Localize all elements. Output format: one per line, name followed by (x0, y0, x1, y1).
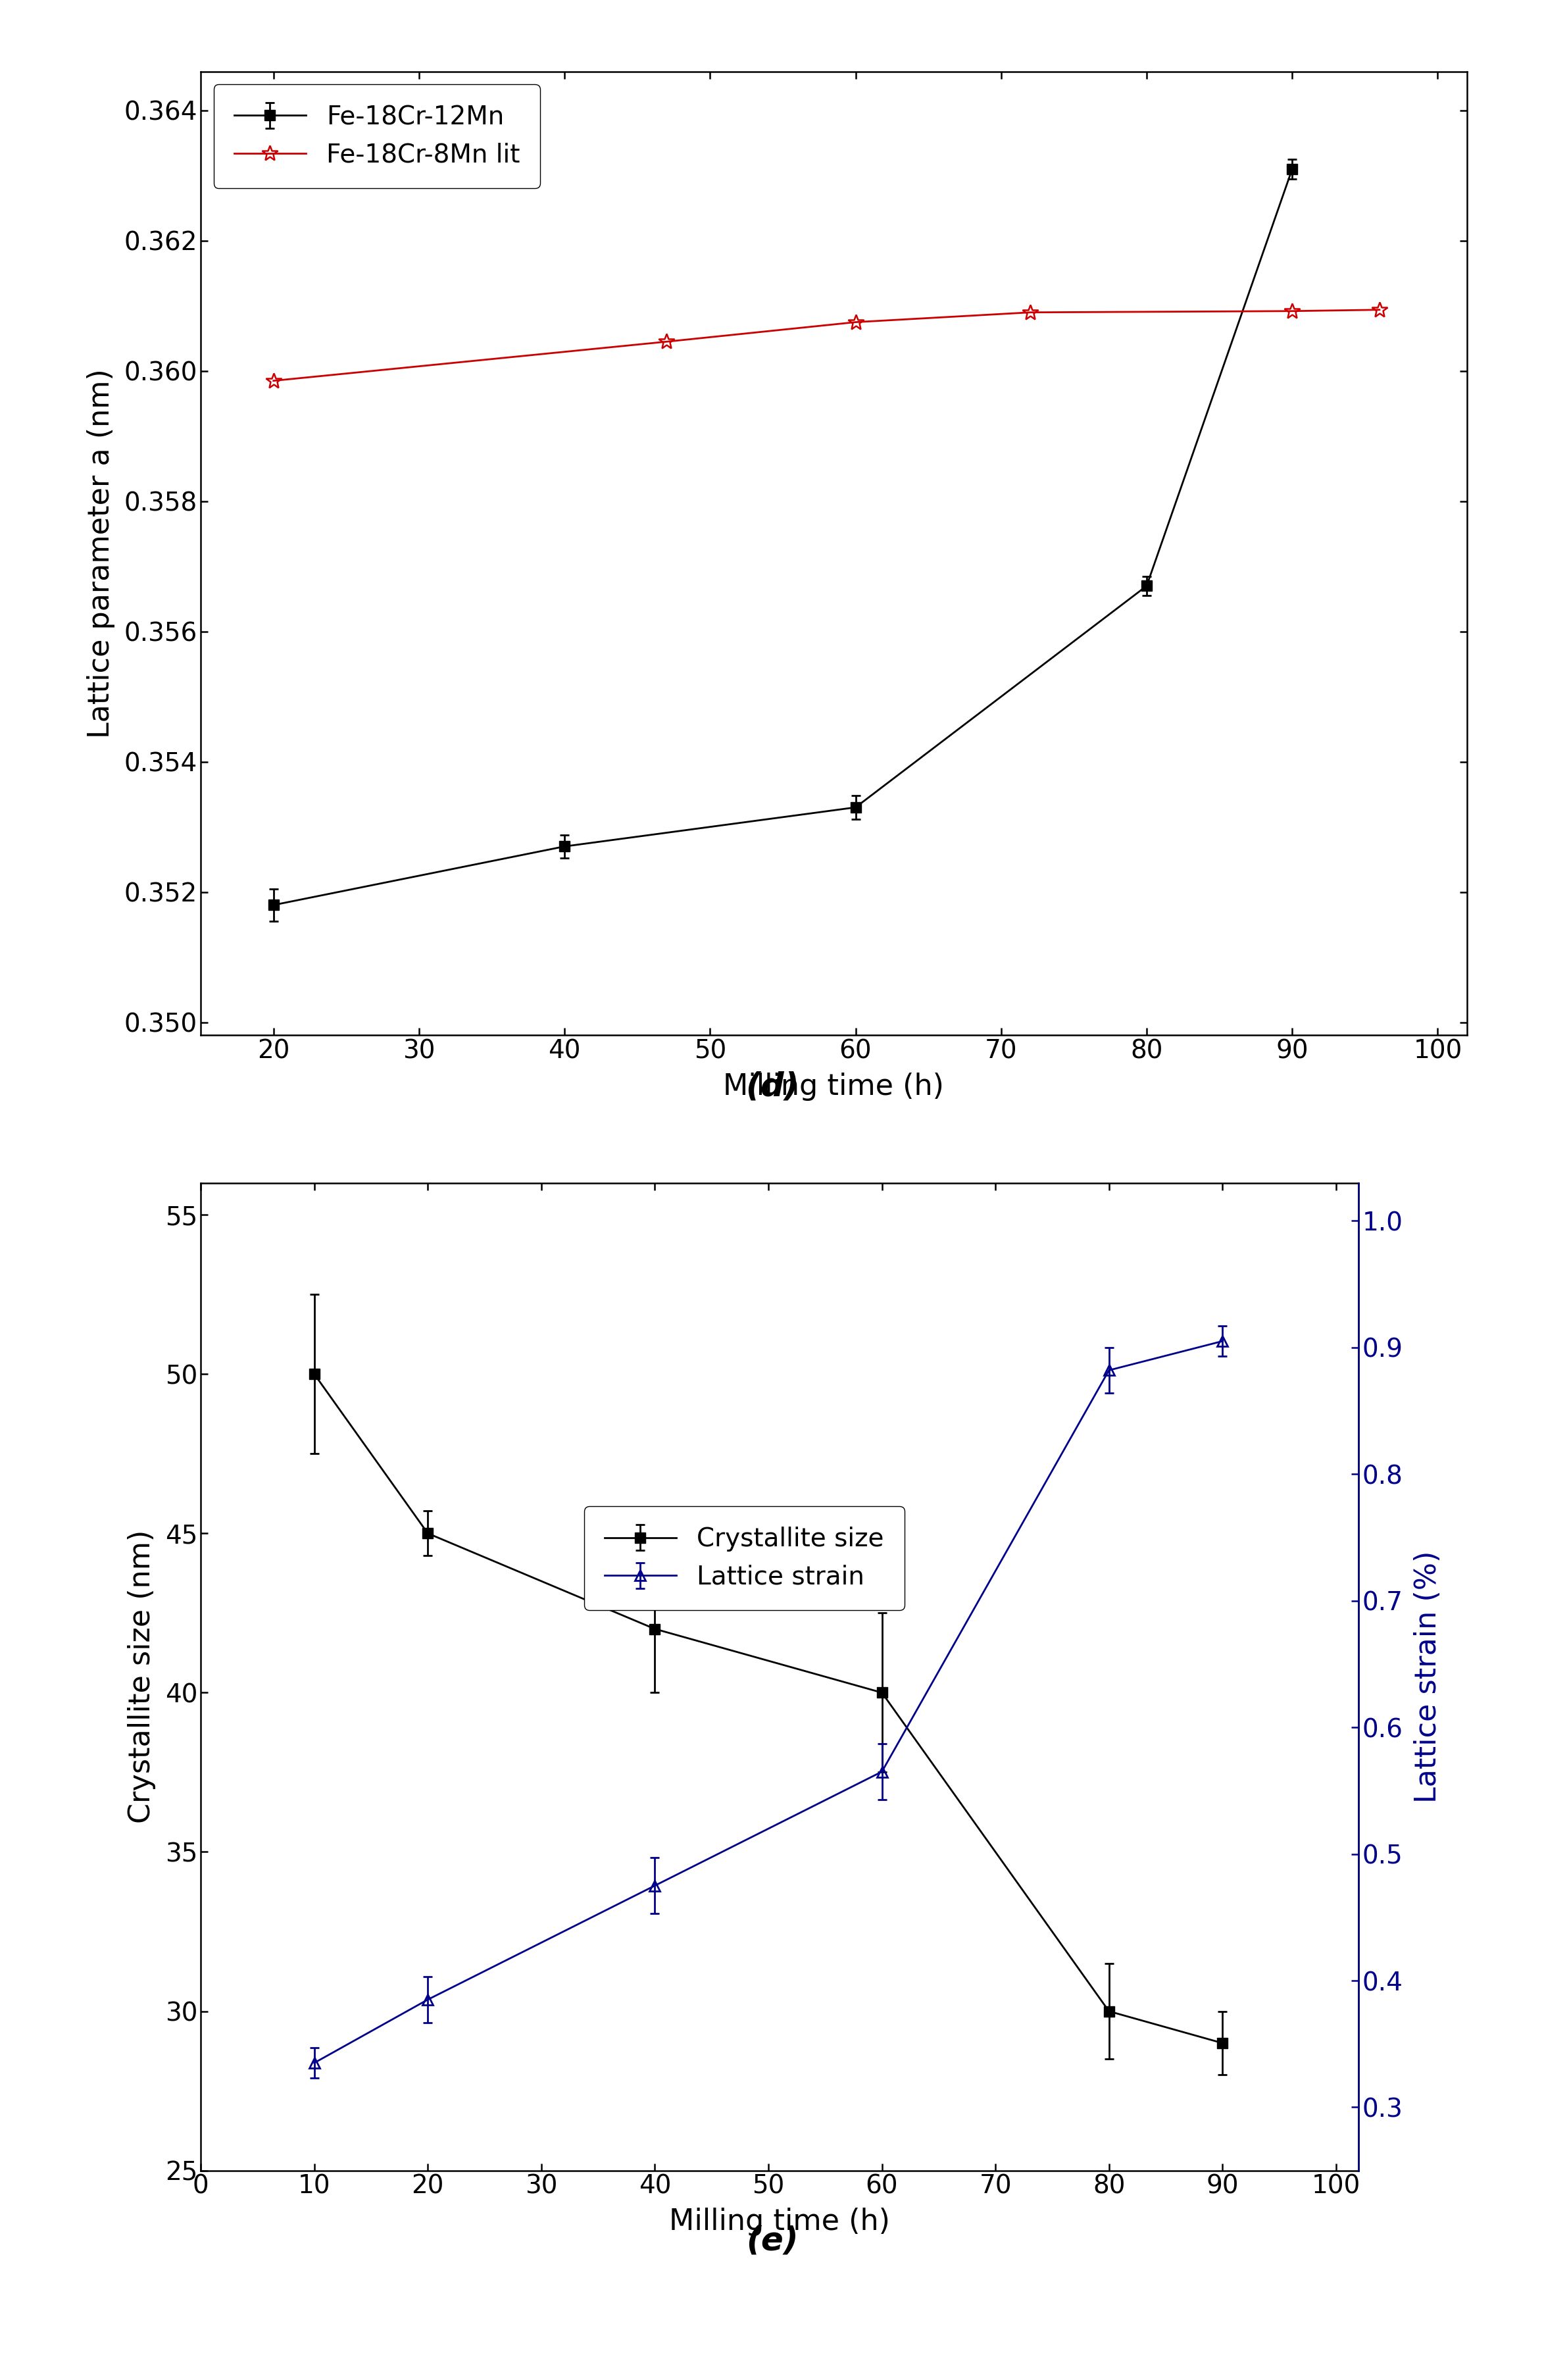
Legend: Fe-18Cr-12Mn, Fe-18Cr-8Mn lit: Fe-18Cr-12Mn, Fe-18Cr-8Mn lit (213, 83, 540, 188)
X-axis label: Milling time (h): Milling time (h) (723, 1073, 945, 1102)
Legend: Crystallite size, Lattice strain: Crystallite size, Lattice strain (584, 1507, 905, 1609)
Y-axis label: Crystallite size (nm): Crystallite size (nm) (128, 1530, 156, 1823)
Text: (e): (e) (746, 2225, 798, 2256)
X-axis label: Milling time (h): Milling time (h) (669, 2209, 891, 2237)
Text: (d): (d) (746, 1071, 798, 1102)
Y-axis label: Lattice parameter a (nm): Lattice parameter a (nm) (86, 369, 116, 738)
Y-axis label: Lattice strain (%): Lattice strain (%) (1414, 1552, 1442, 1802)
